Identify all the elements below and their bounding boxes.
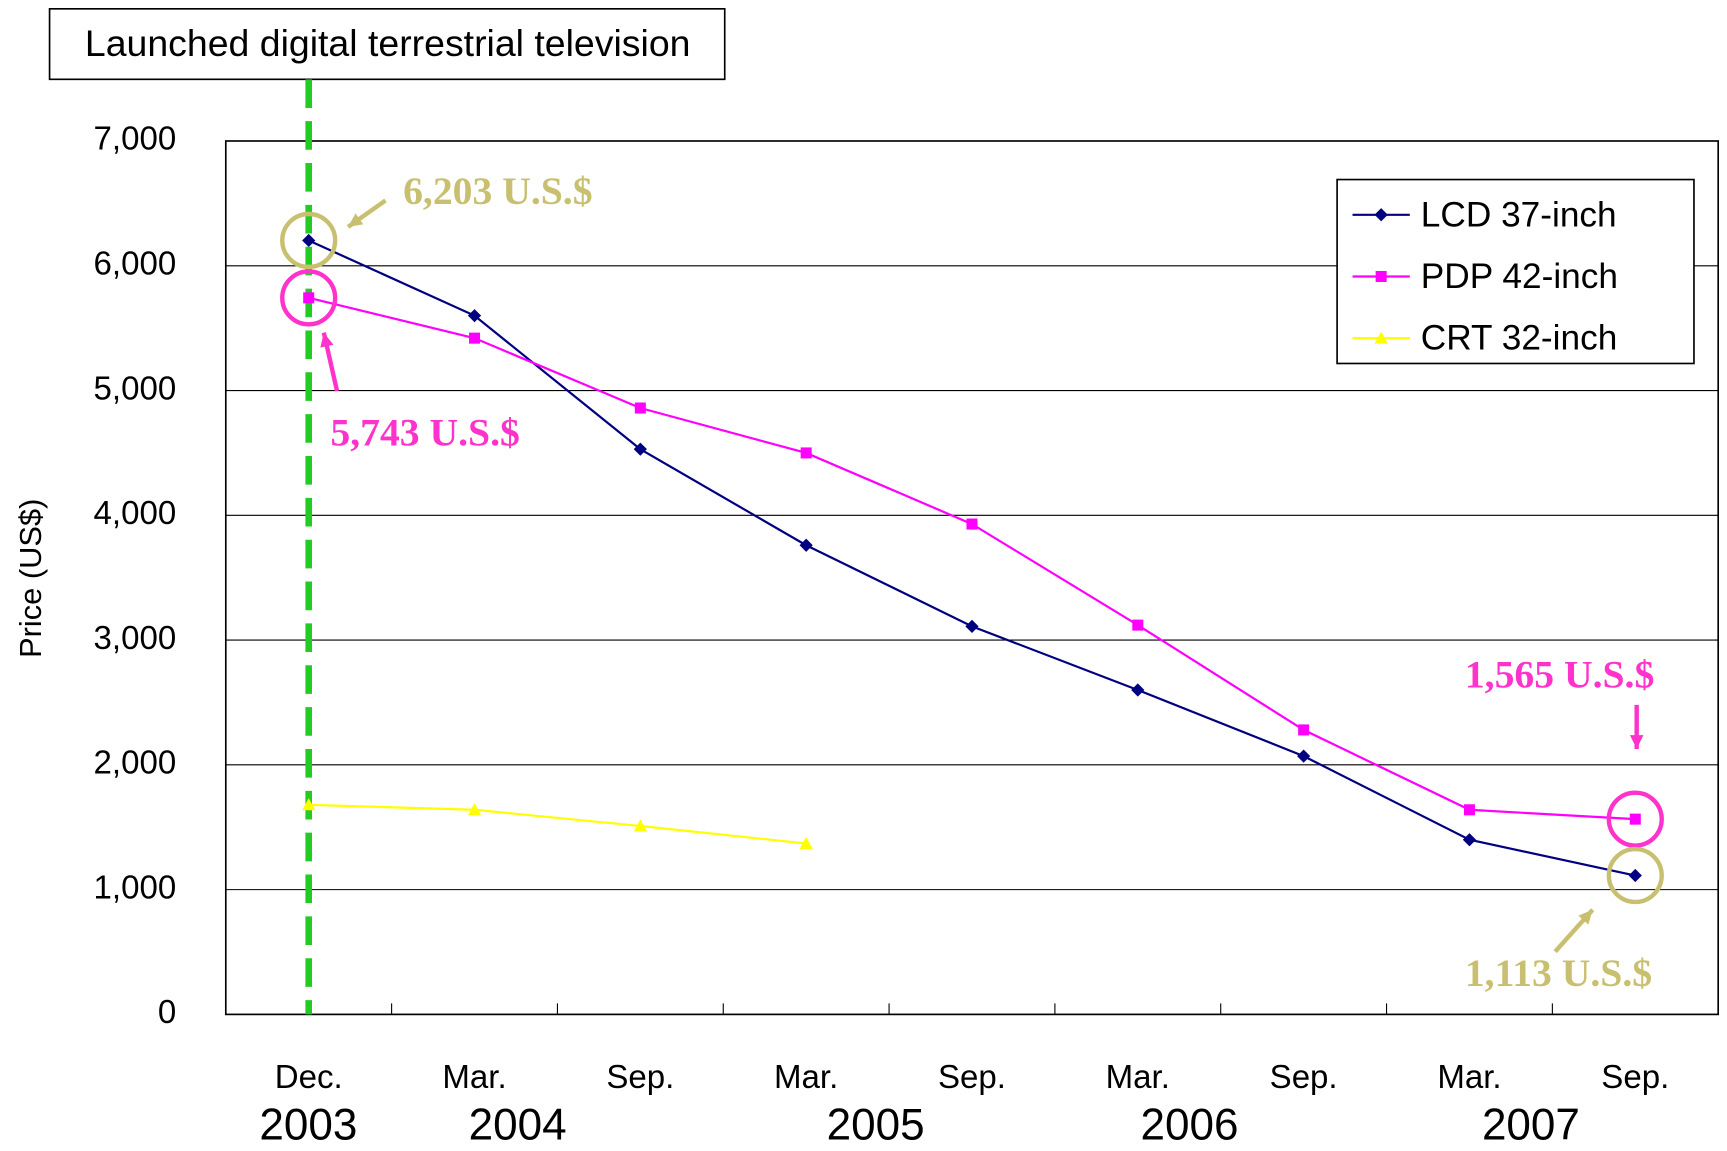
year-label: 2006: [1141, 1100, 1239, 1149]
year-label: 2004: [469, 1100, 567, 1149]
annotation-label: 5,743 U.S.$: [330, 410, 519, 454]
legend-label: LCD 37-inch: [1421, 195, 1617, 234]
x-tick-label: Dec.: [275, 1059, 343, 1096]
marker: [800, 447, 812, 459]
arrow-head: [1578, 909, 1593, 925]
x-tick-label: Mar.: [1106, 1059, 1170, 1096]
marker: [1629, 813, 1641, 825]
highlight-circle: [280, 269, 338, 327]
arrow-head: [320, 332, 334, 348]
marker: [1297, 749, 1311, 763]
y-tick-label: 6,000: [94, 246, 177, 283]
marker: [1462, 833, 1477, 847]
highlight-circle: [1606, 846, 1664, 905]
marker: [469, 332, 481, 344]
year-label: 2003: [259, 1100, 357, 1149]
marker: [965, 619, 979, 633]
marker: [302, 798, 316, 811]
marker: [1298, 724, 1310, 736]
marker: [633, 819, 647, 832]
y-tick-label: 0: [158, 994, 176, 1031]
x-tick-label: Sep.: [606, 1059, 674, 1096]
marker: [966, 518, 978, 530]
arrow-head: [1629, 735, 1644, 749]
highlight-circle: [280, 211, 338, 270]
y-tick-label: 1,000: [94, 869, 177, 906]
x-tick-label: Sep.: [1601, 1059, 1669, 1096]
y-tick-label: 4,000: [94, 495, 177, 532]
marker: [303, 292, 315, 304]
marker: [302, 233, 316, 248]
annotation-label: 1,113 U.S.$: [1465, 951, 1652, 995]
annotation-title: Launched digital terrestrial television: [85, 22, 691, 64]
series-line: [308, 296, 1636, 821]
marker: [467, 309, 482, 323]
x-tick-label: Sep.: [1270, 1059, 1338, 1096]
annotation-label: 1,565 U.S.$: [1465, 653, 1654, 697]
marker: [633, 442, 647, 456]
marker: [799, 836, 813, 849]
marker: [1374, 208, 1388, 222]
legend-box: [1336, 178, 1695, 365]
marker: [1374, 331, 1388, 344]
marker: [467, 803, 482, 816]
arrow-head: [348, 213, 364, 227]
y-tick-label: 2,000: [94, 745, 177, 782]
marker: [799, 538, 813, 552]
y-axis-label: Price (US$): [13, 499, 48, 658]
annotation-label: 6,203 U.S.$: [403, 169, 592, 213]
year-label: 2007: [1482, 1100, 1580, 1149]
year-label: 2005: [827, 1100, 925, 1149]
marker: [1132, 619, 1144, 631]
marker: [1463, 804, 1475, 816]
highlight-circle: [1606, 790, 1664, 848]
x-tick-label: Mar.: [1437, 1059, 1501, 1096]
marker: [634, 402, 646, 414]
marker: [1131, 683, 1145, 697]
x-tick-label: Mar.: [774, 1059, 838, 1096]
series-line: [308, 803, 807, 845]
marker: [1628, 868, 1642, 883]
y-tick-label: 3,000: [94, 620, 177, 657]
marker: [1375, 270, 1387, 282]
x-tick-label: Sep.: [938, 1059, 1006, 1096]
y-tick-label: 7,000: [94, 121, 177, 158]
legend-label: PDP 42-inch: [1421, 257, 1618, 296]
y-tick-label: 5,000: [94, 370, 177, 407]
plot-frame: [224, 140, 1720, 1016]
x-tick-label: Mar.: [442, 1059, 506, 1096]
legend-label: CRT 32-inch: [1421, 319, 1618, 358]
annotation-box: [48, 8, 726, 81]
